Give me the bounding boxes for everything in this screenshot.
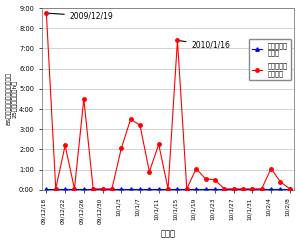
撥水加工ア
ンテナ xyxy=(119,187,123,190)
撥水加工ア
ンテナ xyxy=(92,187,95,190)
撥水加工ア
ンテナ xyxy=(185,187,189,190)
撥水未加工
アンテナ xyxy=(176,39,179,42)
撥水未加工
アンテナ xyxy=(213,178,217,181)
撥水未加工
アンテナ xyxy=(92,187,95,190)
撥水未加工
アンテナ xyxy=(194,167,198,170)
撥水加工ア
ンテナ xyxy=(260,187,263,190)
撥水加工ア
ンテナ xyxy=(129,187,132,190)
撥水加工ア
ンテナ xyxy=(269,187,273,190)
撥水未加工
アンテナ xyxy=(129,118,132,121)
撥水加工ア
ンテナ xyxy=(250,187,254,190)
撥水加工ア
ンテナ xyxy=(213,187,217,190)
撥水未加工
アンテナ xyxy=(148,170,151,173)
撥水加工ア
ンテナ xyxy=(110,187,114,190)
撥水加工ア
ンテナ xyxy=(288,187,292,190)
撥水未加工
アンテナ xyxy=(222,187,226,190)
Text: 2010/1/16: 2010/1/16 xyxy=(180,41,230,50)
撥水未加工
アンテナ xyxy=(138,124,142,127)
撥水加工ア
ンテナ xyxy=(63,187,67,190)
撥水未加工
アンテナ xyxy=(250,187,254,190)
撥水加工ア
ンテナ xyxy=(73,187,76,190)
撥水未加工
アンテナ xyxy=(119,147,123,150)
撥水加工ア
ンテナ xyxy=(82,187,85,190)
Legend: 撥水加工ア
ンテナ, 撥水未加工
アンテナ: 撥水加工ア ンテナ, 撥水未加工 アンテナ xyxy=(249,39,291,81)
撥水加工ア
ンテナ xyxy=(232,187,236,190)
撥水未加工
アンテナ xyxy=(157,143,160,146)
撥水加工ア
ンテナ xyxy=(176,187,179,190)
撥水加工ア
ンテナ xyxy=(45,187,48,190)
撥水未加工
アンテナ xyxy=(232,187,236,190)
X-axis label: 年月日: 年月日 xyxy=(160,229,175,238)
撥水未加工
アンテナ xyxy=(110,187,114,190)
撥水加工ア
ンテナ xyxy=(54,187,58,190)
撥水未加工
アンテナ xyxy=(82,98,85,101)
撥水加工ア
ンテナ xyxy=(157,187,160,190)
撥水未加工
アンテナ xyxy=(288,187,292,190)
Line: 撥水未加工
アンテナ: 撥水未加工 アンテナ xyxy=(45,11,292,191)
撥水加工ア
ンテナ xyxy=(279,187,282,190)
撥水加工ア
ンテナ xyxy=(138,187,142,190)
撥水加工ア
ンテナ xyxy=(222,187,226,190)
撥水未加工
アンテナ xyxy=(204,177,207,180)
撥水未加工
アンテナ xyxy=(73,187,76,190)
撥水未加工
アンテナ xyxy=(101,187,104,190)
撥水加工ア
ンテナ xyxy=(148,187,151,190)
撥水加工ア
ンテナ xyxy=(204,187,207,190)
Line: 撥水加工ア
ンテナ: 撥水加工ア ンテナ xyxy=(45,187,292,191)
撥水加工ア
ンテナ xyxy=(241,187,245,190)
撥水未加工
アンテナ xyxy=(279,180,282,183)
撥水加工ア
ンテナ xyxy=(101,187,104,190)
Text: 2009/12/19: 2009/12/19 xyxy=(49,12,113,21)
撥水未加工
アンテナ xyxy=(45,12,48,15)
撥水未加工
アンテナ xyxy=(269,167,273,170)
撥水未加工
アンテナ xyxy=(166,187,170,190)
撥水未加工
アンテナ xyxy=(54,187,58,190)
撥水未加工
アンテナ xyxy=(260,187,263,190)
撥水未加工
アンテナ xyxy=(241,187,245,190)
撥水加工ア
ンテナ xyxy=(194,187,198,190)
Y-axis label: BSチューナーの受信レベルが
25以下の時間（h）: BSチューナーの受信レベルが 25以下の時間（h） xyxy=(6,72,18,125)
撥水未加工
アンテナ xyxy=(63,144,67,147)
撥水未加工
アンテナ xyxy=(185,187,189,190)
撥水加工ア
ンテナ xyxy=(166,187,170,190)
